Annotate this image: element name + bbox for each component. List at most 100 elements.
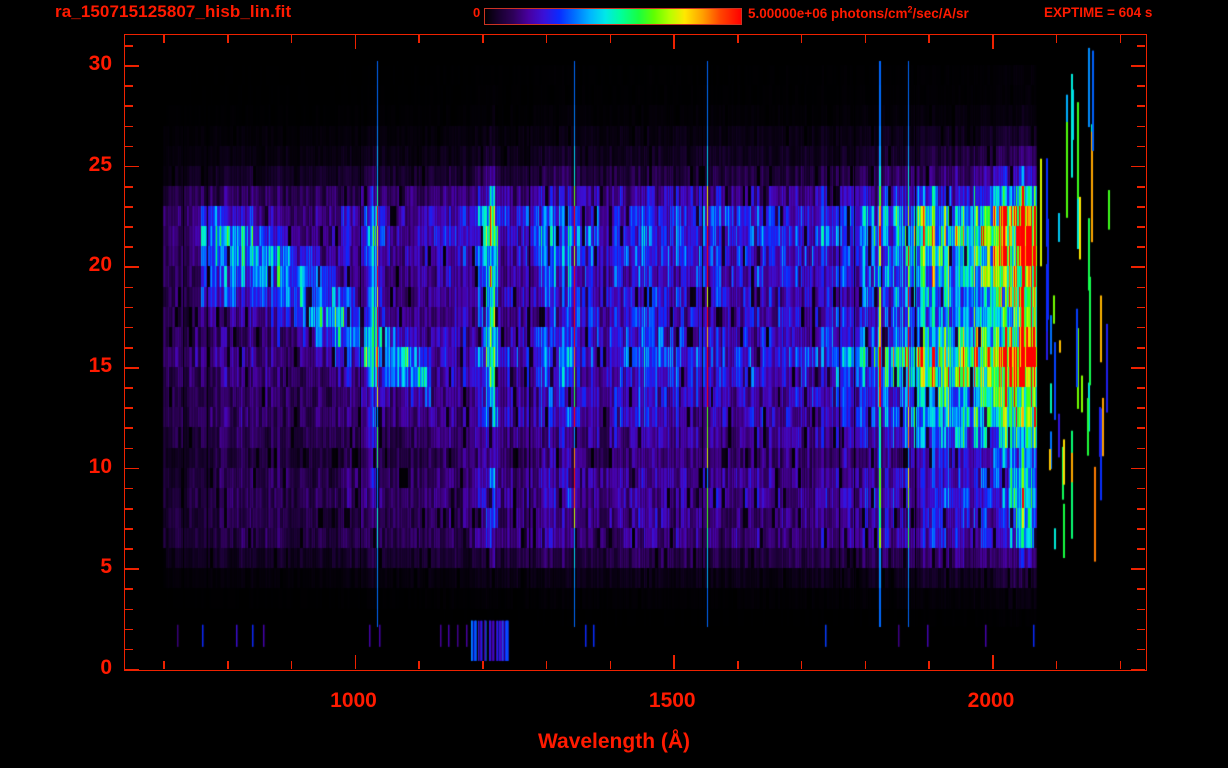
x-axis-label: Wavelength (Å) — [537, 730, 691, 753]
y-tick-right-minor — [1137, 588, 1145, 591]
x-tick-minor — [864, 661, 867, 669]
x-tick-top-minor — [1119, 35, 1122, 43]
y-tick-right-minor — [1137, 125, 1145, 128]
y-tick-minor — [125, 387, 133, 389]
y-tick-minor — [125, 145, 133, 148]
y-tick-right-minor — [1137, 387, 1145, 389]
y-tick-right-minor — [1137, 608, 1145, 611]
y-tick-minor — [125, 346, 133, 349]
y-tick-right-major — [1131, 65, 1145, 67]
y-tick-right-minor — [1137, 407, 1145, 409]
y-tick-major — [125, 367, 139, 369]
y-tick-right-major — [1131, 568, 1145, 570]
y-tick-major — [125, 568, 139, 570]
y-tick-right-minor — [1137, 85, 1145, 87]
y-tick-minor — [125, 286, 133, 289]
colorbar-gradient — [484, 8, 742, 25]
y-tick-minor — [125, 588, 133, 591]
y-tick-label: 25 — [88, 152, 112, 176]
y-tick-minor — [125, 306, 133, 309]
exptime-label: EXPTIME = 604 s — [1044, 5, 1153, 20]
y-tick-right-minor — [1137, 648, 1145, 651]
y-tick-minor — [125, 125, 133, 128]
y-tick-right-minor — [1137, 528, 1145, 530]
x-tick-minor — [1119, 661, 1122, 669]
y-tick-minor — [125, 507, 133, 510]
y-tick-right-minor — [1137, 206, 1145, 208]
x-tick-top-minor — [928, 35, 930, 43]
x-tick-minor — [163, 661, 165, 669]
colorbar-max-label: 5.00000e+06 photons/cm2/sec/A/sr — [748, 4, 969, 21]
x-tick-minor — [227, 661, 229, 669]
y-tick-label: 15 — [88, 354, 112, 378]
x-tick-top-minor — [163, 35, 165, 43]
y-tick-right-minor — [1137, 427, 1145, 430]
y-tick-right-minor — [1137, 326, 1145, 329]
y-tick-right-major — [1131, 367, 1145, 369]
x-tick-minor — [545, 661, 548, 669]
y-tick-minor — [125, 427, 133, 430]
y-tick-right-minor — [1137, 105, 1145, 108]
y-tick-right-minor — [1137, 185, 1145, 188]
x-tick-minor — [609, 661, 612, 669]
x-tick-top-minor — [418, 35, 420, 43]
y-tick-major — [125, 266, 139, 269]
x-tick-minor — [418, 661, 420, 669]
x-tick-top-major — [354, 35, 357, 49]
y-tick-minor — [125, 407, 133, 409]
y-tick-right-minor — [1137, 246, 1145, 248]
y-tick-minor — [125, 608, 133, 611]
y-tick-right-minor — [1137, 507, 1145, 510]
x-tick-top-minor — [545, 35, 548, 43]
x-tick-minor — [800, 661, 803, 669]
y-tick-right-major — [1131, 266, 1145, 269]
x-tick-top-minor — [482, 35, 484, 43]
y-tick-right-minor — [1137, 628, 1145, 631]
y-tick-minor — [125, 528, 133, 530]
y-tick-right-minor — [1137, 226, 1145, 228]
x-tick-top-minor — [609, 35, 612, 43]
x-tick-major — [354, 655, 357, 669]
y-tick-minor — [125, 226, 133, 228]
y-tick-right-minor — [1137, 346, 1145, 349]
x-tick-top-major — [673, 35, 675, 49]
y-tick-minor — [125, 246, 133, 248]
y-tick-right-minor — [1137, 306, 1145, 309]
x-tick-label: 2000 — [967, 689, 1015, 712]
x-tick-minor — [928, 661, 930, 669]
y-tick-minor — [125, 628, 133, 631]
y-tick-right-minor — [1137, 45, 1145, 47]
page-title: ra_150715125807_hisb_lin.fit — [55, 2, 292, 21]
x-tick-major — [673, 655, 675, 669]
y-tick-right-major — [1131, 165, 1145, 168]
x-tick-top-minor — [227, 35, 229, 43]
y-tick-minor — [125, 85, 133, 87]
y-tick-label: 10 — [88, 454, 112, 478]
colorbar-max-exponent: 2 — [907, 4, 913, 15]
x-tick-minor — [737, 661, 739, 669]
y-tick-minor — [125, 326, 133, 329]
y-tick-label: 30 — [88, 52, 112, 76]
colorbar-max-value: 5.00000e+06 photons/cm — [748, 6, 908, 21]
x-tick-top-minor — [1055, 35, 1058, 43]
plot-frame — [124, 34, 1147, 671]
spectrogram-image — [125, 35, 1145, 669]
y-tick-minor — [125, 447, 133, 450]
colorbar-max-units: /sec/A/sr — [912, 6, 969, 21]
y-tick-right-minor — [1137, 487, 1145, 490]
y-tick-minor — [125, 206, 133, 208]
y-tick-minor — [125, 648, 133, 651]
x-tick-top-minor — [290, 35, 293, 43]
x-tick-minor — [290, 661, 293, 669]
y-tick-right-major — [1131, 669, 1145, 671]
y-tick-label: 5 — [100, 555, 112, 579]
x-tick-top-minor — [864, 35, 867, 43]
y-tick-right-minor — [1137, 286, 1145, 289]
y-tick-major — [125, 467, 139, 470]
colorbar-min-label: 0 — [473, 5, 481, 20]
y-tick-minor — [125, 487, 133, 490]
y-tick-right-major — [1131, 467, 1145, 470]
x-tick-label: 1000 — [330, 689, 377, 712]
x-tick-major — [992, 655, 994, 669]
